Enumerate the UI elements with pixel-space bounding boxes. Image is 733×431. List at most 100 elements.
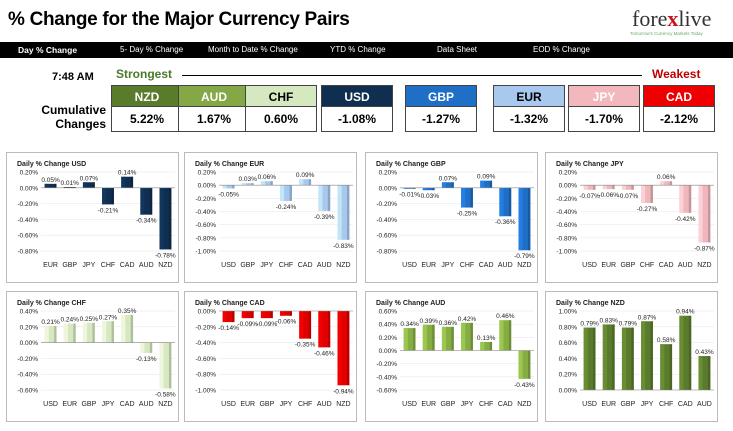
bar-gbp xyxy=(621,185,634,190)
tab-day-change[interactable]: Day % Change xyxy=(18,45,78,55)
bar-shade xyxy=(489,180,493,188)
bar-shade xyxy=(270,311,273,319)
bar-body xyxy=(140,342,153,353)
currency-box-jpy: JPY -1.70% xyxy=(568,85,640,133)
x-tick-label: CHF xyxy=(279,262,293,269)
bar-cad xyxy=(121,314,134,343)
bar-highlight xyxy=(63,323,68,343)
bar-shade xyxy=(413,187,416,189)
bar-body xyxy=(441,182,454,188)
y-tick-label: 0.00% xyxy=(379,185,398,192)
bar-shade xyxy=(289,311,292,316)
chart-gbp: Daily % Change GBP 0.20% 0.00% -0.20% -0.40%… xyxy=(376,161,535,269)
bar-shade xyxy=(669,344,673,390)
y-tick-label: -1.00% xyxy=(195,249,216,256)
bar-body xyxy=(641,321,653,390)
bar-highlight xyxy=(461,187,466,208)
bar-body xyxy=(299,311,312,339)
chart-panel-cad: Daily % Change CAD 0.00% -0.20% -0.40% -0.60… xyxy=(184,291,357,422)
bar-body xyxy=(102,187,114,205)
tab-5-day-change[interactable]: 5- Day % Change xyxy=(120,45,184,54)
data-label: -0.46% xyxy=(314,350,335,357)
bar-highlight xyxy=(660,344,665,390)
bar-shade xyxy=(631,327,634,390)
bar-highlight xyxy=(121,176,126,188)
bar-shade xyxy=(111,187,114,205)
bar-highlight xyxy=(602,185,607,190)
bar-shade xyxy=(612,324,615,390)
forexlive-logo[interactable]: forexlive Tomorrow's Currency Markets To… xyxy=(628,6,724,38)
tab-data-sheet[interactable]: Data Sheet xyxy=(437,45,478,54)
bar-shade xyxy=(508,320,512,351)
x-tick-label: NZD xyxy=(336,262,350,269)
y-tick-label: -0.40% xyxy=(556,209,577,216)
x-tick-label: USD xyxy=(402,401,417,408)
x-tick-label: NZD xyxy=(697,262,711,269)
data-label: -0.07% xyxy=(579,193,600,200)
y-tick-label: -0.20% xyxy=(376,361,397,368)
tab-ytd-change[interactable]: YTD % Change xyxy=(330,45,386,54)
bar-aud xyxy=(318,185,331,211)
bar-shade xyxy=(111,321,114,343)
y-tick-label: 0.00% xyxy=(198,183,217,190)
y-tick-label: -1.00% xyxy=(556,249,577,256)
y-tick-label: -0.20% xyxy=(556,196,577,203)
data-label: 0.25% xyxy=(80,316,99,323)
bar-shade xyxy=(707,185,711,243)
bar-nzd xyxy=(159,342,172,389)
bar-shade xyxy=(650,321,653,390)
y-tick-label: -0.80% xyxy=(195,372,216,379)
bar-body xyxy=(102,321,114,343)
bar-highlight xyxy=(222,185,227,189)
data-label: 0.13% xyxy=(477,335,496,342)
bar-cad xyxy=(499,320,512,351)
data-label: 0.03% xyxy=(238,176,257,183)
tab-eod-change[interactable]: EOD % Change xyxy=(533,45,590,54)
x-tick-label: AUD xyxy=(697,401,712,408)
data-label: -0.58% xyxy=(155,391,176,398)
y-tick-label: 0.00% xyxy=(379,348,398,355)
chart-eur: Daily % Change EUR 0.20% 0.00% -0.20% -0.40%… xyxy=(195,161,354,269)
bar-body xyxy=(518,187,531,251)
bar-shade xyxy=(631,185,634,190)
bar-shade xyxy=(270,181,273,186)
data-label: 0.27% xyxy=(99,314,118,321)
logo-part-a: fore xyxy=(632,6,668,31)
bar-body xyxy=(403,187,416,189)
bar-body xyxy=(280,185,292,201)
x-tick-label: AUD xyxy=(678,262,693,269)
data-label: -0.09% xyxy=(257,321,278,328)
chart-title: Daily % Change NZD xyxy=(556,300,625,307)
bar-highlight xyxy=(641,185,646,203)
currency-box-gbp: GBP -1.27% xyxy=(405,85,477,133)
bar-body xyxy=(280,311,292,316)
bar-highlight xyxy=(660,181,665,186)
chart-panel-nzd: Daily % Change NZD 1.00% 0.80% 0.60% 0.40% 0.… xyxy=(545,291,718,422)
data-label: -0.21% xyxy=(98,207,119,214)
y-tick-label: -0.60% xyxy=(195,356,216,363)
bar-highlight xyxy=(461,322,466,351)
bar-body xyxy=(337,311,350,386)
y-tick-label: 0.00% xyxy=(20,340,39,347)
bar-eur xyxy=(422,324,435,351)
x-tick-label: AUD xyxy=(317,401,332,408)
currency-cumulative-value: 5.22% xyxy=(111,107,183,132)
bar-highlight xyxy=(679,185,684,213)
y-tick-label: -0.40% xyxy=(195,340,216,347)
data-label: -0.27% xyxy=(637,206,658,213)
chart-title: Daily % Change CHF xyxy=(17,300,87,307)
data-label: 0.01% xyxy=(60,180,79,187)
bar-highlight xyxy=(480,341,485,351)
data-label: -0.79% xyxy=(514,253,535,260)
bar-highlight xyxy=(422,324,427,351)
bar-usd xyxy=(403,328,416,351)
y-tick-label: -0.60% xyxy=(556,222,577,229)
y-tick-label: 0.00% xyxy=(198,309,217,316)
bar-aud xyxy=(140,187,153,215)
bar-body xyxy=(422,187,435,191)
x-tick-label: JPY xyxy=(441,262,454,269)
currency-cumulative-value: -1.27% xyxy=(405,107,477,132)
tab-month-to-date[interactable]: Month to Date % Change xyxy=(208,45,298,54)
strongest-label: Strongest xyxy=(116,67,173,81)
bar-highlight xyxy=(299,311,304,339)
